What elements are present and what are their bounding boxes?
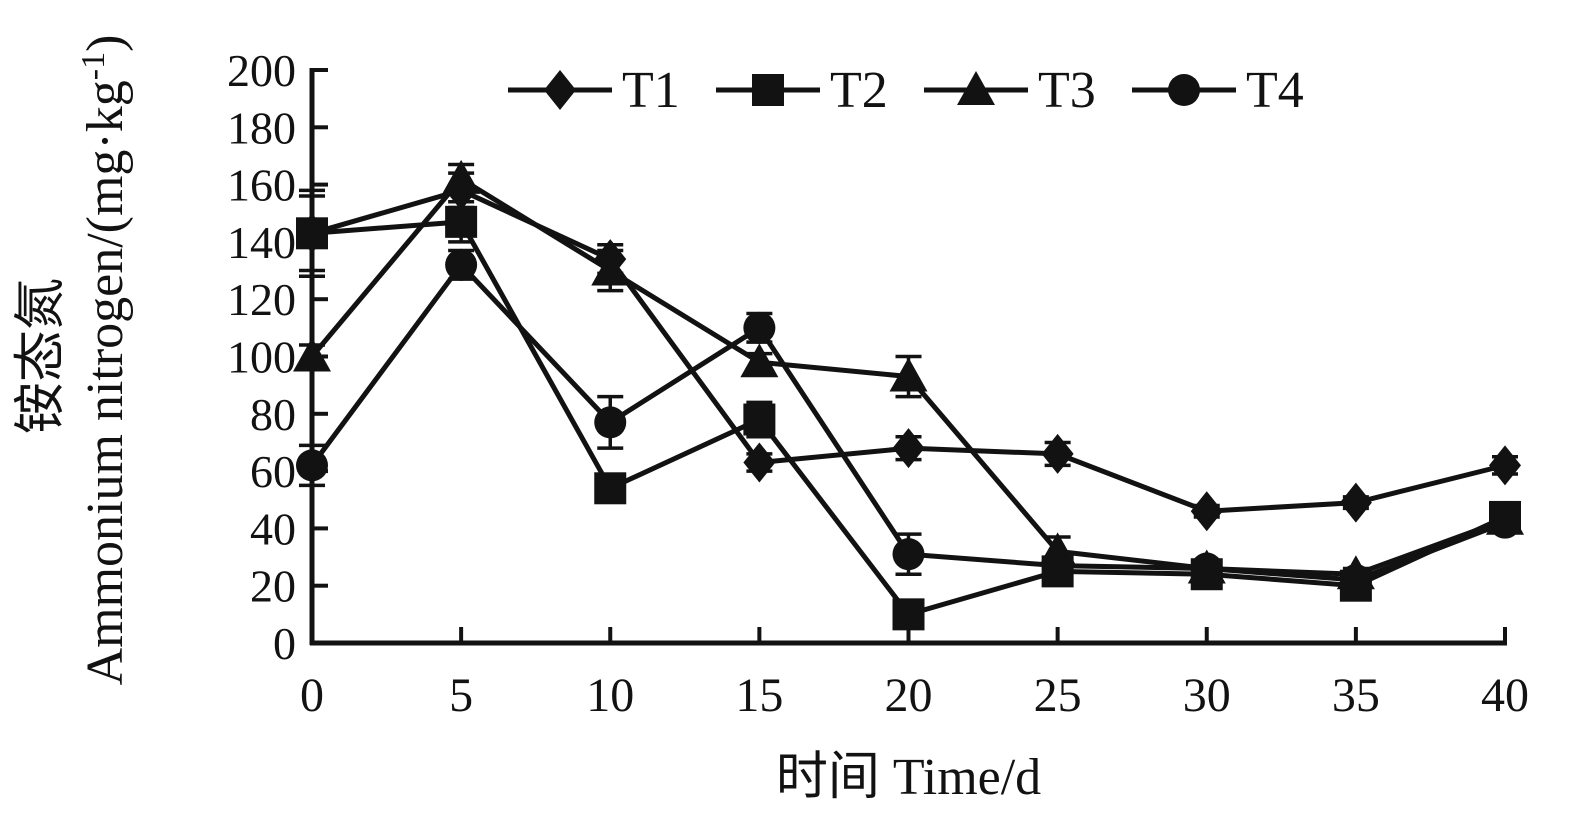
y-tick-label: 40 — [250, 503, 296, 554]
x-axis-ticks: 0 5 10 15 20 25 30 35 40 — [300, 627, 1529, 722]
x-tick-label: 10 — [586, 669, 634, 722]
legend-label-T4: T4 — [1246, 62, 1304, 119]
y-tick-label: 140 — [227, 217, 296, 268]
x-tick-label: 25 — [1034, 669, 1082, 722]
y-axis-title-en: Ammonium nitrogen/(mg·kg-1) — [75, 35, 134, 686]
legend-item-T2: T2 — [716, 62, 888, 119]
legend-item-T1: T1 — [508, 62, 680, 119]
legend: T1 T2 T3 T4 — [508, 62, 1304, 119]
y-axis-title-zh: 铵态氮 — [13, 278, 70, 434]
legend-item-T3: T3 — [924, 62, 1096, 119]
markers-T4 — [296, 248, 1521, 596]
legend-label-T1: T1 — [622, 62, 680, 119]
x-tick-label: 40 — [1481, 669, 1529, 722]
legend-label-T2: T2 — [830, 62, 888, 119]
y-tick-label: 120 — [227, 274, 296, 325]
error-bars-T4 — [299, 248, 1518, 588]
axis-titles: 时间 Time/d 铵态氮 Ammonium nitrogen/(mg·kg-1) — [13, 35, 1041, 806]
series-markers — [293, 159, 1524, 631]
y-tick-label: 0 — [273, 618, 296, 669]
x-tick-label: 5 — [449, 669, 473, 722]
y-tick-label: 180 — [227, 102, 296, 153]
y-tick-label: 160 — [227, 160, 296, 211]
x-tick-label: 30 — [1183, 669, 1231, 722]
x-tick-label: 20 — [885, 669, 933, 722]
x-tick-label: 35 — [1332, 669, 1380, 722]
markers-T3 — [293, 159, 1524, 590]
y-axis-ticks: 0 20 40 60 80 100 120 140 160 180 200 — [227, 45, 328, 669]
markers-T2 — [296, 205, 1521, 631]
y-tick-label: 200 — [227, 45, 296, 96]
x-tick-label: 15 — [735, 669, 783, 722]
x-axis-title: 时间 Time/d — [776, 749, 1041, 806]
y-tick-label: 20 — [250, 561, 296, 612]
y-tick-label: 60 — [250, 446, 296, 497]
markers-T1 — [296, 170, 1521, 532]
x-tick-label: 0 — [300, 669, 324, 722]
legend-item-T4: T4 — [1132, 62, 1304, 119]
legend-label-T3: T3 — [1038, 62, 1096, 119]
y-tick-label: 80 — [250, 389, 296, 440]
y-tick-label: 100 — [227, 332, 296, 383]
